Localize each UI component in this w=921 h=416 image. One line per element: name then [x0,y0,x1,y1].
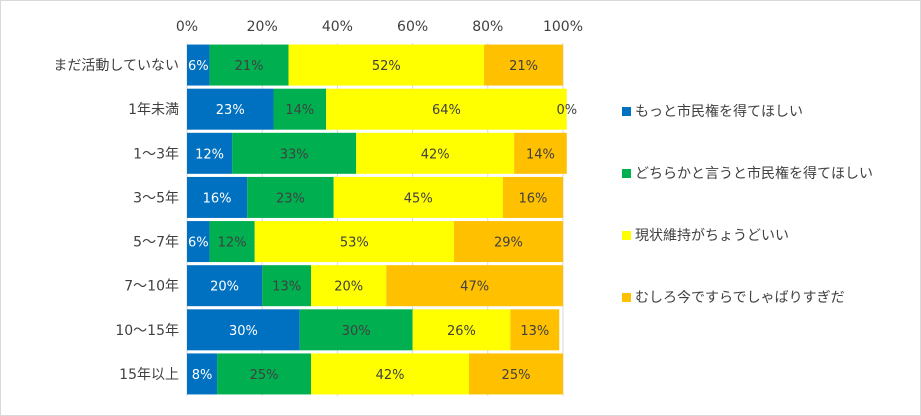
data-label: 8% [192,368,213,383]
data-label: 14% [285,103,314,118]
data-label: 25% [502,368,531,383]
bar-segment [247,176,334,218]
category-label: 5～7年 [133,235,179,251]
data-label: 30% [229,324,258,339]
category-label: 1年未満 [128,102,179,118]
category-label: 10～15年 [115,323,179,339]
bar-segment [187,221,210,263]
bar-segment [514,132,567,174]
x-axis-ticks: 0% 20% 40% 60% 80% 100% [176,19,583,35]
legend-swatch [622,231,631,240]
legend-label: むしろ今ですらでしゃばりすぎだ [635,290,845,306]
data-label: 45% [404,191,433,206]
x-tick-label: 20% [247,19,278,35]
bar-segment [484,44,563,86]
category-label: 3～5年 [133,190,179,206]
bar-segment [209,44,289,86]
data-label: 26% [447,324,476,339]
category-label: まだ活動していない [53,58,179,74]
data-label: 42% [421,147,450,162]
bars [187,44,567,395]
data-label: 20% [210,280,239,295]
legend-label: どちらかと言うと市民権を得てほしい [635,165,873,182]
data-label: 30% [342,324,371,339]
bar-segment [187,176,248,218]
bar-segment [311,353,469,395]
category-labels: まだ活動していない 1年未満 1～3年 3～5年 5～7年 7～10年 10～15年 15年以… [53,58,179,383]
x-tick-label: 80% [472,19,503,35]
legend-swatch [622,107,631,116]
data-label: 14% [526,147,555,162]
data-label: 12% [195,147,224,162]
data-label: 21% [235,59,264,74]
bar-segment [273,88,327,130]
data-label: 0% [556,103,577,118]
category-label: 7～10年 [124,279,179,295]
legend-swatch [622,293,631,302]
category-label: 1～3年 [133,146,179,162]
bar-segment [187,88,274,130]
data-label: 12% [218,236,247,251]
data-label: 64% [432,103,461,118]
data-label: 6% [188,236,209,251]
data-label: 13% [520,324,549,339]
bar-segment [469,353,563,395]
data-label: 33% [280,147,309,162]
legend-label: もっと市民権を得てほしい [635,103,803,120]
bar-segment [453,221,563,263]
bar-segment [299,309,413,351]
x-tick-label: 40% [322,19,353,35]
data-label: 13% [272,280,301,295]
legend: もっと市民権を得てほしいどちらかと言うと市民権を得てほしい現状維持がちょうどいい… [622,103,873,306]
legend-label: 現状維持がちょうどいい [635,228,789,244]
bar-segment [187,44,210,86]
bar-segment [311,265,387,307]
data-label: 20% [334,280,363,295]
bar-segment [262,265,312,307]
legend-swatch [622,169,631,178]
bar-segment [326,88,567,130]
bar-segment [412,309,511,351]
bar-segment [502,176,563,218]
data-label: 47% [460,280,489,295]
bar-segment [187,265,263,307]
x-tick-label: 0% [176,19,198,35]
data-label: 42% [376,368,405,383]
data-label: 16% [203,191,232,206]
data-label: 25% [250,368,279,383]
bar-segment [209,221,255,263]
bar-segment [356,132,515,174]
bar-segment [187,132,233,174]
bar-segment [254,221,454,263]
bar-segment [187,353,218,395]
bar-segment [510,309,560,351]
bar-segment [217,353,312,395]
data-label: 6% [188,59,209,74]
data-labels: 6% 21% 52% 21% 23% 14% 64% 0% 12% 33% 42% 14% 16% 23%… [188,59,577,383]
bar-segment [288,44,485,86]
bar-segment [232,132,357,174]
data-label: 52% [372,59,401,74]
data-label: 53% [340,236,369,251]
data-label: 21% [509,59,538,74]
x-tick-label: 60% [397,19,428,35]
bar-segment [187,309,300,351]
data-label: 16% [518,191,547,206]
bar-segment [333,176,503,218]
category-label: 15年以上 [119,367,179,383]
data-label: 23% [216,103,245,118]
x-tick-label: 100% [543,19,583,35]
bar-segment [386,265,563,307]
data-label: 29% [494,236,523,251]
data-label: 23% [276,191,305,206]
